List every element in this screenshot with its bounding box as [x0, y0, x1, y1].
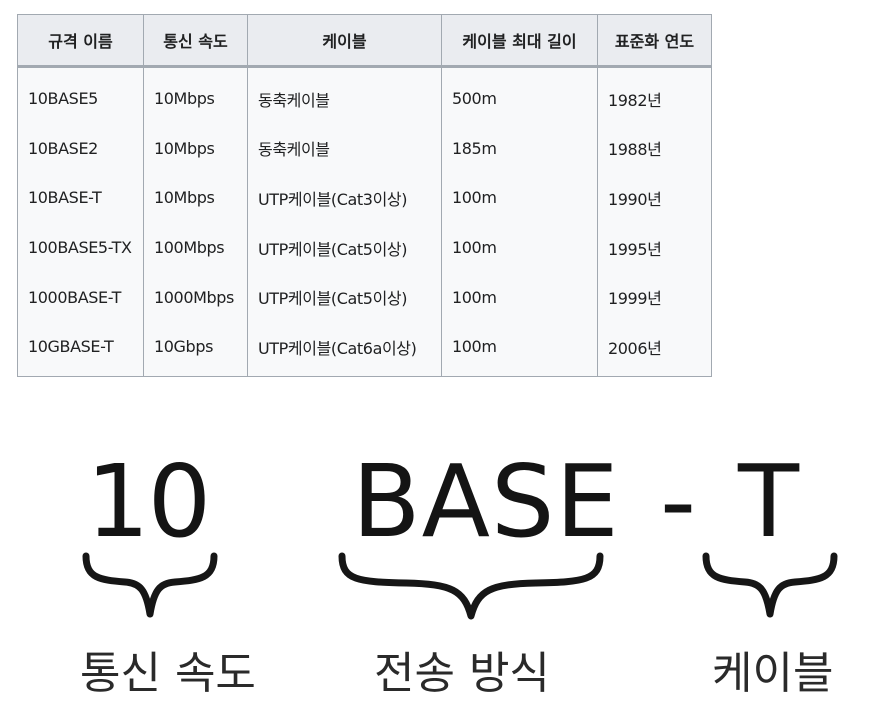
header-year[interactable]: 표준화 연도 [597, 14, 712, 68]
cell-cable: UTP케이블(Cat5이상) [247, 272, 442, 322]
speed-caption: 통신 속도 [80, 648, 256, 699]
cell-speed: 10Mbps [143, 66, 248, 124]
cell-speed: 100Mbps [143, 222, 248, 273]
base-part-text: BASE [352, 443, 620, 560]
speed-part-text: 10 [86, 443, 211, 560]
cell-year: 1988년 [597, 123, 712, 174]
cell-max-length: 500m [441, 66, 598, 124]
cell-speed: 10Mbps [143, 173, 248, 223]
cable-caption: 케이블 [712, 648, 834, 699]
header-cable[interactable]: 케이블 [247, 14, 442, 68]
base-brace-icon [338, 552, 604, 620]
cell-max-length: 100m [441, 321, 598, 377]
cable-brace-icon [702, 552, 838, 618]
cell-cable: 동축케이블 [247, 123, 442, 174]
cell-year: 1990년 [597, 173, 712, 223]
cell-year: 1999년 [597, 272, 712, 322]
cell-year: 1995년 [597, 222, 712, 273]
cable-part-text: T [738, 443, 800, 560]
header-speed[interactable]: 통신 속도 [143, 14, 248, 68]
base-caption: 전송 방식 [374, 648, 550, 699]
cell-standard-name: 1000BASE-T [17, 272, 144, 322]
cell-speed: 10Mbps [143, 123, 248, 174]
cell-standard-name: 10BASE2 [17, 123, 144, 174]
table-row: 10BASE-T 10Mbps UTP케이블(Cat3이상) 100m 1990… [17, 173, 712, 223]
cell-standard-name: 10BASE-T [17, 173, 144, 223]
cell-cable: 동축케이블 [247, 66, 442, 124]
cell-speed: 10Gbps [143, 321, 248, 377]
table-row: 10BASE5 10Mbps 동축케이블 500m 1982년 [17, 66, 712, 124]
cell-year: 1982년 [597, 66, 712, 124]
cell-max-length: 100m [441, 173, 598, 223]
cell-cable: UTP케이블(Cat5이상) [247, 222, 442, 273]
cell-cable: UTP케이블(Cat3이상) [247, 173, 442, 223]
table-row: 10BASE2 10Mbps 동축케이블 185m 1988년 [17, 123, 712, 174]
table-row: 100BASE5-TX 100Mbps UTP케이블(Cat5이상) 100m … [17, 222, 712, 273]
speed-brace-icon [82, 552, 218, 618]
cell-standard-name: 10BASE5 [17, 66, 144, 124]
dash-text: - [660, 443, 697, 560]
table-row: 10GBASE-T 10Gbps UTP케이블(Cat6a이상) 100m 20… [17, 321, 712, 377]
cell-max-length: 185m [441, 123, 598, 174]
header-max-length[interactable]: 케이블 최대 길이 [441, 14, 598, 68]
cell-standard-name: 10GBASE-T [17, 321, 144, 377]
cell-speed: 1000Mbps [143, 272, 248, 322]
cell-cable: UTP케이블(Cat6a이상) [247, 321, 442, 377]
cell-max-length: 100m [441, 222, 598, 273]
table-header-row: 규격 이름 통신 속도 케이블 케이블 최대 길이 표준화 연도 [17, 14, 712, 68]
cell-max-length: 100m [441, 272, 598, 322]
cell-year: 2006년 [597, 321, 712, 377]
header-standard-name[interactable]: 규격 이름 [17, 14, 144, 68]
cell-standard-name: 100BASE5-TX [17, 222, 144, 273]
table-row: 1000BASE-T 1000Mbps UTP케이블(Cat5이상) 100m … [17, 272, 712, 322]
ethernet-standards-table: 규격 이름 통신 속도 케이블 케이블 최대 길이 표준화 연도 10BASE5… [17, 14, 712, 377]
